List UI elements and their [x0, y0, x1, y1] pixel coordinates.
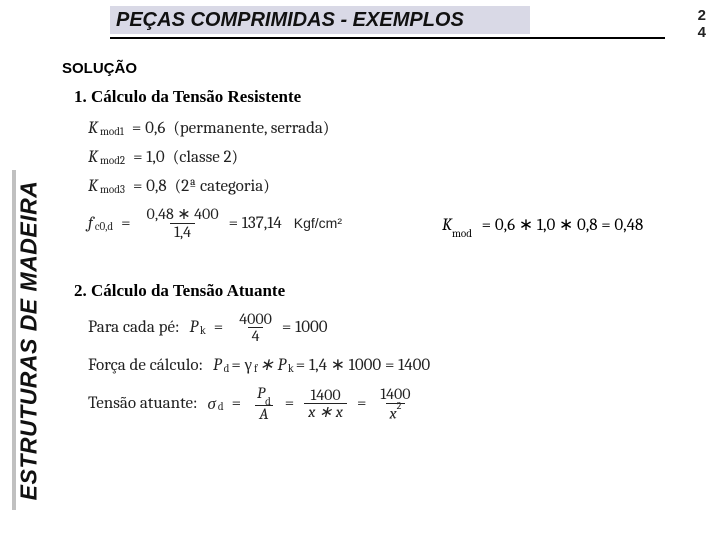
- sidebar-label: ESTRUTURAS DE MADEIRA: [16, 180, 43, 500]
- fc-expr-sub: f: [254, 362, 257, 375]
- ta-f1-num-sub: d: [265, 395, 271, 408]
- pcp-sym: P: [189, 318, 198, 337]
- page-title: PEÇAS COMPRIMIDAS - EXEMPLOS: [116, 9, 464, 31]
- ta-f3-den: x: [390, 404, 397, 422]
- pcp-frac: 4000 4: [235, 311, 276, 346]
- kmod2-sub: mod2: [100, 154, 125, 167]
- title-underline: [110, 37, 665, 39]
- section1-heading: 1. Cálculo da Tensão Resistente: [74, 87, 700, 107]
- title-background: PEÇAS COMPRIMIDAS - EXEMPLOS: [110, 6, 530, 34]
- pcp-result: = 1000: [282, 318, 328, 337]
- ta-f3-num: 1400: [376, 386, 414, 403]
- pcp-sub: k: [200, 324, 206, 337]
- fc0d-frac: 0,48 ∗ 400 1,4: [143, 206, 223, 241]
- fc-expr-l: = γ: [231, 355, 252, 375]
- kmod3-val: = 0,8: [133, 177, 167, 196]
- ta-f1-num: P: [257, 384, 265, 402]
- title-block: PEÇAS COMPRIMIDAS - EXEMPLOS: [110, 6, 670, 39]
- fc-sub: d: [224, 362, 230, 375]
- eq-kmod2: Kmod2 = 1,0 (classe 2): [88, 148, 700, 167]
- content-area: SOLUÇÃO 1. Cálculo da Tensão Resistente …: [62, 60, 700, 433]
- ta-frac3: 1400 x2: [376, 386, 414, 422]
- eq-para-cada-pe: Para cada pé: Pk = 4000 4 = 1000: [88, 311, 700, 346]
- pcp-den: 4: [248, 327, 264, 345]
- pcp-num: 4000: [235, 311, 276, 328]
- kmod3-sub: mod3: [100, 183, 125, 196]
- eq-tensao-atuante: Tensão atuante: σd = Pd A = 1400 x ∗ x =…: [88, 385, 700, 423]
- kmodc-sym: K: [442, 216, 452, 235]
- kmod2-note: (classe 2): [173, 148, 238, 167]
- page-number-1: 2: [698, 8, 706, 25]
- kmod1-sub: mod1: [100, 125, 124, 138]
- eq-forca-calculo: Força de cálculo: Pd = γf ∗ Pk = 1,4 ∗ 1…: [88, 355, 700, 375]
- ta-f2-num: 1400: [306, 387, 344, 404]
- page-number-2: 4: [698, 25, 706, 42]
- section2-heading: 2. Cálculo da Tensão Atuante: [74, 281, 700, 301]
- kmodc-expr: = 0,6 ∗ 1,0 ∗ 0,8 = 0,48: [482, 216, 644, 235]
- fc-expr-mid: ∗ P: [259, 355, 286, 375]
- equation-block-2: Para cada pé: Pk = 4000 4 = 1000 Força d…: [88, 311, 700, 423]
- kmod1-sym: K: [88, 119, 98, 138]
- fc0d-sub: c0,d: [95, 220, 113, 233]
- ta-frac1: Pd A: [253, 385, 275, 423]
- fc0d-unit: Kgf/cm²: [294, 215, 342, 231]
- page-number: 2 4: [698, 8, 706, 41]
- kmod3-sym: K: [88, 177, 98, 196]
- fc0d-num: 0,48 ∗ 400: [143, 206, 223, 223]
- ta-sigma-sub: d: [218, 400, 224, 413]
- solution-label: SOLUÇÃO: [62, 60, 700, 77]
- pcp-label: Para cada pé:: [88, 318, 179, 337]
- fc0d-den: 1,4: [170, 223, 195, 241]
- kmod1-val: = 0,6: [132, 119, 165, 138]
- eq-kmod1: Kmod1 = 0,6 (permanente, serrada): [88, 119, 700, 138]
- ta-frac2: 1400 x ∗ x: [304, 387, 347, 422]
- ta-f2-den: x ∗ x: [304, 403, 347, 421]
- kmod2-val: = 1,0: [133, 148, 165, 167]
- fc-expr-sub2: k: [288, 362, 294, 375]
- kmodc-sub: mod: [452, 227, 472, 240]
- fc0d-sym: f: [88, 214, 93, 233]
- fc-label: Força de cálculo:: [88, 356, 203, 375]
- sidebar: ESTRUTURAS DE MADEIRA: [12, 170, 46, 510]
- fc0d-result: = 137,14: [229, 214, 282, 233]
- fc-sym: P: [213, 356, 222, 375]
- ta-f3-den-sup: 2: [397, 400, 402, 412]
- kmod3-note: (2ª categoria): [175, 177, 270, 196]
- fc-expr-r: = 1,4 ∗ 1000 = 1400: [296, 355, 430, 375]
- ta-label: Tensão atuante:: [88, 394, 197, 413]
- eq-kmod3: Kmod3 = 0,8 (2ª categoria): [88, 177, 700, 196]
- eq-kmod-combined: Kmod = 0,6 ∗ 1,0 ∗ 0,8 = 0,48: [442, 215, 643, 237]
- kmod2-sym: K: [88, 148, 98, 167]
- kmod1-note: (permanente, serrada): [173, 119, 329, 138]
